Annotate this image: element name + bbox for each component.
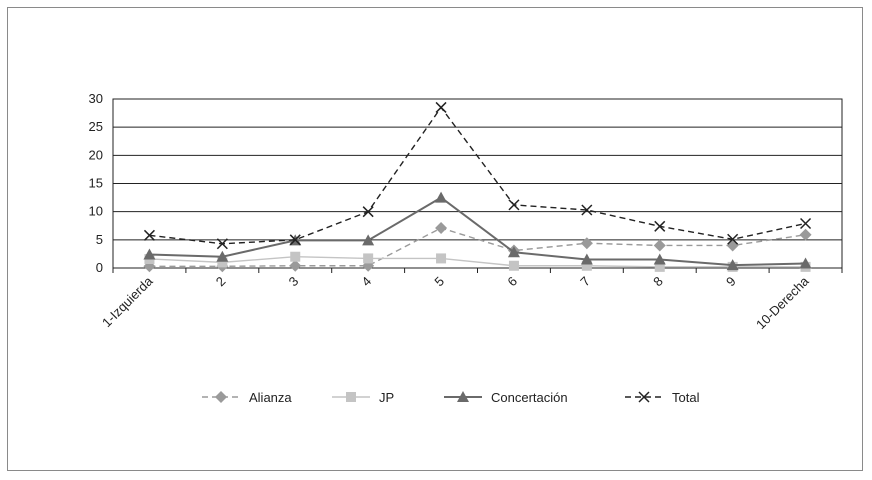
y-tick-label: 15 <box>89 176 103 191</box>
x-tick-label: 1-Izquierda <box>99 273 156 330</box>
data-point <box>653 253 666 265</box>
data-point <box>362 206 374 218</box>
data-point <box>435 222 448 235</box>
x-tick-label: 8 <box>650 274 666 290</box>
data-point <box>581 260 592 271</box>
data-point <box>217 257 228 268</box>
data-point <box>362 234 375 246</box>
x-tick-label: 7 <box>577 274 593 290</box>
data-point <box>289 259 302 272</box>
y-tick-label: 30 <box>89 91 103 106</box>
x-tick-label: 10-Derecha <box>753 273 812 332</box>
data-point <box>580 237 593 250</box>
legend-label: Total <box>672 390 700 405</box>
legend-label: Alianza <box>249 390 292 405</box>
data-point <box>435 101 447 113</box>
data-point <box>216 238 228 250</box>
data-point <box>508 199 520 211</box>
x-tick-label: 2 <box>213 274 229 290</box>
data-point <box>727 233 739 245</box>
x-tick-label: 6 <box>504 274 520 290</box>
data-point <box>580 253 593 265</box>
legend-label: JP <box>379 390 394 405</box>
data-point <box>289 234 301 246</box>
data-point <box>653 239 666 252</box>
chart-frame <box>7 7 863 471</box>
data-point <box>143 229 155 241</box>
data-point <box>507 246 520 258</box>
y-tick-label: 20 <box>89 147 103 162</box>
data-point <box>726 259 739 271</box>
data-point <box>508 260 519 271</box>
data-point <box>435 191 448 203</box>
legend-marker <box>215 391 227 403</box>
data-point <box>654 261 665 272</box>
data-point <box>799 257 812 269</box>
x-tick-label: 9 <box>723 274 739 290</box>
data-point <box>363 253 374 264</box>
x-tick-label: 5 <box>431 274 447 290</box>
data-point <box>290 251 301 262</box>
data-point <box>216 250 229 262</box>
data-point <box>436 253 447 264</box>
y-tick-label: 10 <box>89 204 103 219</box>
data-point <box>581 204 593 216</box>
y-tick-label: 25 <box>89 119 103 134</box>
data-point <box>143 248 156 260</box>
legend-marker <box>457 391 469 402</box>
y-tick-label: 0 <box>96 260 103 275</box>
y-tick-label: 5 <box>96 232 103 247</box>
series-line <box>149 256 806 268</box>
legend-marker <box>638 391 650 403</box>
data-point <box>654 220 666 232</box>
legend-marker <box>346 392 356 402</box>
data-point <box>799 228 812 241</box>
x-tick-label: 4 <box>359 274 375 290</box>
series-line <box>149 196 806 267</box>
legend-label: Concertación <box>491 390 568 405</box>
x-tick-label: 3 <box>286 274 302 290</box>
series-line <box>149 106 806 245</box>
data-point <box>800 217 812 230</box>
data-point <box>726 239 739 252</box>
